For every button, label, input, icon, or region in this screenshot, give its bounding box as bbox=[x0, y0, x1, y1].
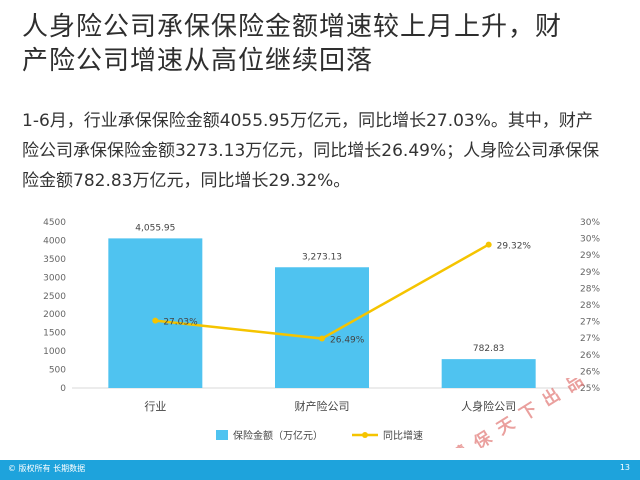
page-number: 13 bbox=[619, 463, 630, 472]
y-right-tick-label: 28% bbox=[580, 301, 600, 311]
y-left-tick-label: 1000 bbox=[43, 347, 66, 357]
y-left-tick-label: 0 bbox=[60, 384, 66, 394]
bar-1 bbox=[108, 238, 203, 388]
y-left-tick-label: 2500 bbox=[43, 292, 66, 302]
combo-chart: 0 500 1000 1500 2000 2500 3000 3500 4000 4500 25% 2… bbox=[43, 218, 600, 442]
legend-line-marker bbox=[362, 432, 368, 438]
y-left-tick-label: 1500 bbox=[43, 329, 66, 339]
y-left-tick-label: 4500 bbox=[43, 218, 66, 228]
growth-point-1 bbox=[152, 317, 159, 324]
growth-point-2 bbox=[319, 335, 325, 342]
footer-copyright: © 版权所有 长期数据 bbox=[8, 464, 86, 473]
summary-line-2: 险公司承保保险金额3273.13万亿元，同比增长26.49%；人身险公司承保保 bbox=[22, 141, 600, 161]
legend-bar-label: 保险金额（万亿元） bbox=[233, 429, 323, 442]
y-left-tick-label: 3500 bbox=[43, 255, 66, 265]
footer-bar: © 版权所有 长期数据 13 bbox=[0, 460, 640, 480]
y-right-tick-label: 25% bbox=[580, 384, 600, 394]
summary-text: 1-6月，行业承保保险金额4055.95万亿元，同比增长27.03%。其中，财产… bbox=[22, 106, 622, 196]
y-left-tick-label: 3000 bbox=[43, 273, 66, 283]
y-right-tick-label: 29% bbox=[580, 251, 600, 261]
summary-line-1: 1-6月，行业承保保险金额4055.95万亿元，同比增长27.03%。其中，财产 bbox=[22, 111, 593, 131]
y-right-tick-label: 28% bbox=[580, 284, 600, 294]
y-right-tick-label: 29% bbox=[580, 268, 600, 278]
chart-container: 0 500 1000 1500 2000 2500 3000 3500 4000 4500 25% 2… bbox=[0, 210, 640, 460]
legend-bar-swatch bbox=[216, 430, 228, 440]
legend-line-label: 同比增速 bbox=[383, 429, 423, 442]
page-title: 人身险公司承保保险金额增速较上月上升，财 产险公司增速从高位继续回落 bbox=[22, 10, 622, 78]
line-data-label: 29.32% bbox=[497, 242, 532, 252]
y-right-tick-label: 30% bbox=[580, 235, 600, 245]
bar-data-label: 782.83 bbox=[473, 344, 505, 354]
x-tick-label: 财产险公司 bbox=[295, 399, 350, 413]
line-data-label: 27.03% bbox=[163, 318, 198, 328]
y-left-tick-label: 2000 bbox=[43, 310, 66, 320]
x-tick-label: 人身险公司 bbox=[461, 399, 516, 413]
bar-data-label: 4,055.95 bbox=[135, 223, 175, 233]
line-data-label: 26.49% bbox=[330, 336, 365, 346]
y-left-tick-label: 4000 bbox=[43, 236, 66, 246]
growth-point-3 bbox=[485, 241, 492, 248]
title-line-2: 产险公司增速从高位继续回落 bbox=[22, 46, 374, 76]
y-right-tick-label: 26% bbox=[580, 367, 600, 377]
y-right-tick-label: 27% bbox=[580, 334, 600, 344]
bar-data-label: 3,273.13 bbox=[302, 252, 342, 262]
bar-3 bbox=[441, 359, 536, 388]
y-right-tick-label: 30% bbox=[580, 218, 600, 228]
y-right-tick-label: 26% bbox=[580, 351, 600, 361]
y-left-tick-label: 500 bbox=[49, 366, 66, 376]
title-line-1: 人身险公司承保保险金额增速较上月上升，财 bbox=[22, 12, 563, 42]
y-right-tick-label: 27% bbox=[580, 318, 600, 328]
x-tick-label: 行业 bbox=[144, 400, 166, 413]
bar-2 bbox=[275, 267, 369, 388]
summary-line-3: 险金额782.83万亿元，同比增长29.32%。 bbox=[22, 171, 351, 191]
